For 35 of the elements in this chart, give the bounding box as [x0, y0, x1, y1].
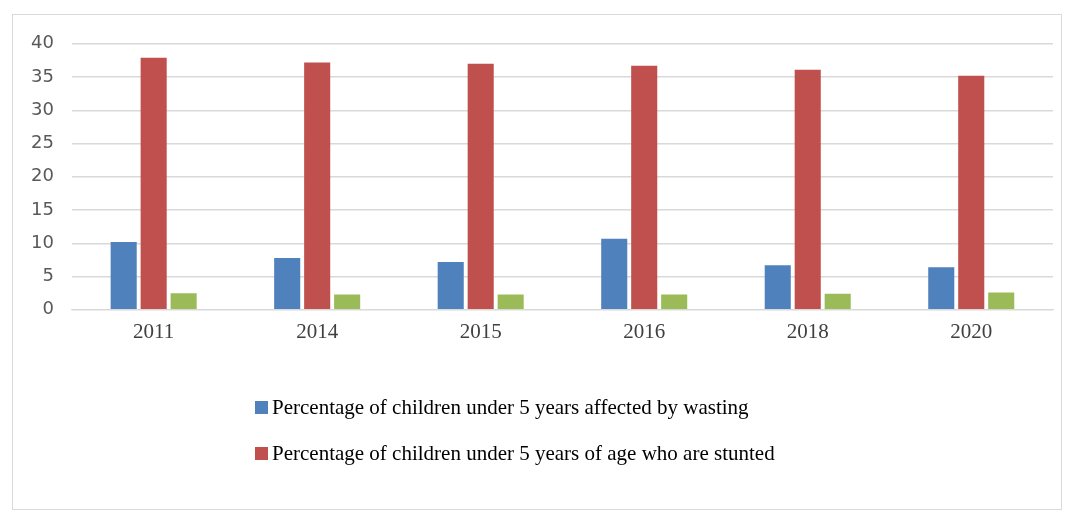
- y-tick-label: 25: [31, 131, 54, 153]
- x-tick-label: 2018: [786, 318, 829, 343]
- legend-label: Percentage of children under 5 years affected by wasting: [272, 394, 749, 420]
- y-tick-label: 35: [31, 64, 54, 86]
- bar: [764, 265, 791, 310]
- y-tick-label: 20: [31, 164, 54, 186]
- bar: [601, 238, 628, 310]
- bar: [794, 69, 821, 310]
- bar: [661, 294, 688, 310]
- bar: [497, 294, 524, 310]
- x-tick-label: 2020: [950, 318, 993, 343]
- x-tick-label: 2016: [623, 318, 666, 343]
- bar: [170, 293, 197, 310]
- y-tick-label: 0: [42, 297, 54, 319]
- y-tick-label: 5: [42, 264, 54, 286]
- bar: [467, 63, 494, 310]
- x-tick-label: 2011: [133, 318, 175, 343]
- bar: [304, 62, 331, 310]
- bar: [274, 257, 301, 310]
- bar: [334, 294, 361, 310]
- bar: [958, 75, 985, 310]
- bar: [110, 241, 137, 310]
- legend-label: Percentage of children under 5 years of age who are stunted: [272, 440, 775, 466]
- bar: [988, 292, 1015, 310]
- y-tick-label: 30: [31, 97, 54, 119]
- x-tick-label: 2014: [296, 318, 339, 343]
- x-tick-label: 2015: [459, 318, 502, 343]
- y-tick-label: 10: [31, 230, 54, 252]
- bar: [437, 261, 464, 310]
- bar: [140, 57, 167, 310]
- y-tick-label: 40: [31, 31, 54, 53]
- y-tick-label: 15: [31, 197, 54, 219]
- bar: [928, 267, 955, 310]
- bar: [631, 65, 658, 310]
- bar: [824, 293, 851, 310]
